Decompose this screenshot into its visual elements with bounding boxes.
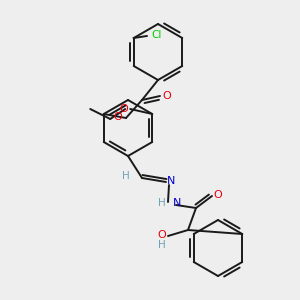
- Text: N: N: [167, 176, 176, 186]
- Text: H: H: [122, 171, 130, 181]
- Text: N: N: [173, 198, 182, 208]
- Text: O: O: [157, 230, 166, 240]
- Text: O: O: [162, 91, 171, 101]
- Text: H: H: [158, 198, 166, 208]
- Text: O: O: [113, 112, 122, 122]
- Text: O: O: [213, 190, 222, 200]
- Text: H: H: [158, 240, 166, 250]
- Text: O: O: [119, 104, 128, 114]
- Text: Cl: Cl: [152, 30, 162, 40]
